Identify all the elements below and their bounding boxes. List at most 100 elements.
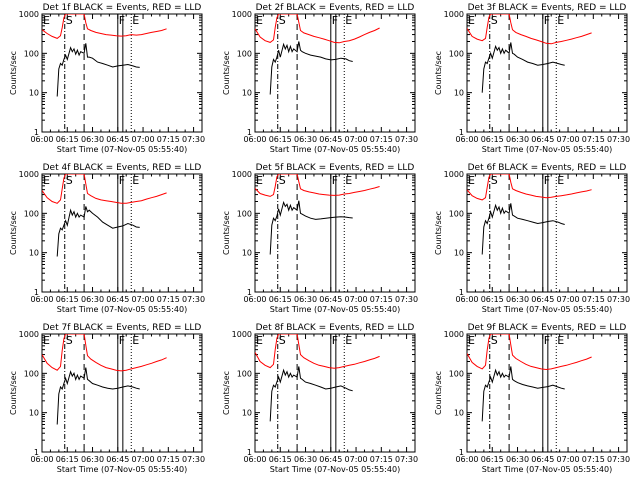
series-lld-line [42,174,167,204]
marker-label: E [557,174,564,187]
series-lld-line [255,14,380,44]
y-tick-label: 100 [24,49,39,58]
x-tick-label: 07:30 [607,135,630,144]
x-tick-label: 07:00 [345,295,368,304]
x-tick-label: 06:45 [531,135,554,144]
x-tick-label: 06:15 [481,295,504,304]
x-tick-label: 06:00 [30,295,53,304]
panel-title: Det 1f BLACK = Events, RED = LLD [43,3,202,13]
x-axis-label: Start Time (07-Nov-05 05:55:40) [482,305,612,314]
x-axis-label: Start Time (07-Nov-05 05:55:40) [57,465,187,474]
y-tick-label: 1 [459,448,464,457]
series-group [255,174,380,255]
x-tick-label: 06:45 [106,455,129,464]
marker-label: F [544,174,550,187]
series-lld-line [42,14,167,39]
x-tick-label: 06:15 [481,455,504,464]
x-tick-label: 06:45 [106,295,129,304]
y-tick-label: 1 [459,288,464,297]
x-tick-label: 07:30 [395,135,418,144]
panel-title: Det 7f BLACK = Events, RED = LLD [43,323,202,333]
y-tick-label: 100 [237,209,252,218]
marker-label: S [66,174,73,187]
x-tick-label: 06:30 [506,455,529,464]
x-tick-label: 06:15 [56,455,79,464]
series-events-line [56,206,140,257]
marker-label: F [332,334,338,347]
x-tick-label: 07:15 [370,295,393,304]
y-tick-label: 100 [237,369,252,378]
y-tick-label: 1000 [232,170,252,179]
marker-label: E [43,174,50,187]
series-events-line [481,366,565,422]
x-tick-label: 07:15 [157,135,180,144]
series-lld-line [255,334,380,369]
x-axis-label: Start Time (07-Nov-05 05:55:40) [482,145,612,154]
y-tick-label: 10 [242,409,252,418]
marker-label: F [544,14,550,27]
x-tick-label: 06:00 [455,295,478,304]
marker-label: S [491,14,498,27]
x-tick-label: 07:15 [370,135,393,144]
marker-label: F [544,334,550,347]
marker-label: S [279,14,286,27]
x-tick-label: 07:00 [132,455,155,464]
x-tick-label: 06:45 [319,455,342,464]
x-axis-label: Start Time (07-Nov-05 05:55:40) [57,145,187,154]
y-tick-label: 1000 [19,10,39,19]
y-tick-label: 1 [459,128,464,137]
panel-1: Det 1f BLACK = Events, RED = LLD 1 10 100 10… [9,3,205,154]
marker-label: E [468,174,475,187]
marker-label: E [557,14,564,27]
series-lld-line [42,334,167,372]
y-axis-label: Counts/sec [9,371,18,415]
marker-label: E [43,14,50,27]
y-tick-label: 100 [237,49,252,58]
series-group [467,14,592,93]
x-tick-label: 07:30 [395,455,418,464]
y-tick-label: 1 [247,448,252,457]
x-tick-label: 07:30 [182,455,205,464]
panel-8: Det 8f BLACK = Events, RED = LLD 1 10 100 10… [222,323,418,474]
marker-label: S [279,334,286,347]
y-tick-label: 10 [29,89,39,98]
x-tick-label: 06:30 [81,295,104,304]
marker-label: E [345,174,352,187]
plot-frame [254,173,416,293]
x-tick-label: 06:15 [269,455,292,464]
marker-label: S [279,174,286,187]
series-lld-line [467,334,592,371]
x-tick-label: 07:15 [157,295,180,304]
x-axis-label: Start Time (07-Nov-05 05:55:40) [270,145,400,154]
x-tick-label: 06:30 [506,135,529,144]
y-tick-label: 1 [247,288,252,297]
x-tick-label: 07:30 [395,295,418,304]
x-tick-label: 07:15 [157,455,180,464]
panel-title: Det 8f BLACK = Events, RED = LLD [256,323,415,333]
x-tick-label: 06:15 [269,135,292,144]
x-axis-label: Start Time (07-Nov-05 05:55:40) [270,305,400,314]
y-tick-label: 10 [454,89,464,98]
series-group [467,174,592,255]
panel-title: Det 4f BLACK = Events, RED = LLD [43,163,202,173]
panel-title: Det 6f BLACK = Events, RED = LLD [468,163,627,173]
x-tick-label: 06:15 [56,135,79,144]
plot-frame [41,173,203,293]
x-tick-label: 07:00 [345,135,368,144]
x-tick-label: 06:45 [106,135,129,144]
series-lld-line [467,14,592,45]
y-axis-label: Counts/sec [222,211,231,255]
x-tick-label: 06:00 [455,135,478,144]
y-axis-label: Counts/sec [434,211,443,255]
plot-frame [41,333,203,453]
y-tick-label: 10 [29,249,39,258]
y-axis-label: Counts/sec [9,51,18,95]
x-tick-label: 07:15 [370,455,393,464]
x-tick-label: 06:45 [531,455,554,464]
marker-label: E [468,14,475,27]
x-tick-label: 06:45 [319,135,342,144]
marker-label: E [345,334,352,347]
x-tick-label: 07:30 [182,295,205,304]
series-group [255,14,380,95]
x-tick-label: 06:00 [30,135,53,144]
